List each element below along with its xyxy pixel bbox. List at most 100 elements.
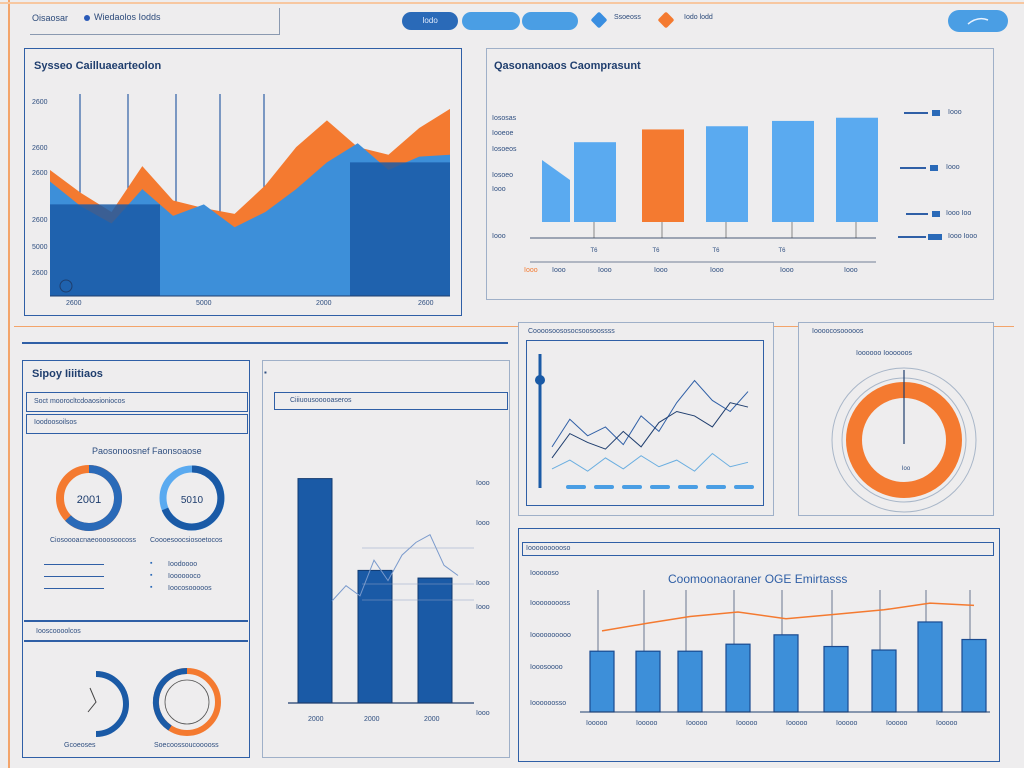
legend-label-1: Iooo — [948, 109, 962, 116]
line-chart-panel — [526, 340, 764, 506]
emissions-x-tick-4: Iooooo — [736, 720, 758, 727]
bar-1 — [574, 142, 616, 222]
summary-section-rule — [24, 620, 248, 622]
gauge-chart: Ioo — [831, 367, 977, 513]
center-panel-header — [274, 392, 508, 410]
donut-1: 2001 — [56, 465, 122, 531]
area-y-tick-3: 2600 — [32, 170, 48, 177]
center-x-tick-3: 2000 — [424, 716, 440, 723]
search-button[interactable] — [948, 10, 1008, 32]
half-donut — [87, 671, 129, 737]
search-icon — [967, 17, 989, 25]
summary-row-2[interactable] — [26, 414, 248, 434]
donut-2-caption: Coooesoocsiosoetocos — [150, 537, 223, 544]
line-series-1 — [551, 379, 749, 448]
bar-2 — [642, 129, 684, 222]
top-button-2[interactable] — [462, 12, 520, 30]
top-button-3[interactable] — [522, 12, 578, 30]
summary-section-rule-2 — [24, 640, 248, 642]
emissions-x-tick-7: Iooooo — [886, 720, 908, 727]
center-bar-3 — [417, 577, 453, 704]
legend-line-1 — [904, 112, 928, 114]
legend-line-2 — [900, 167, 926, 169]
emissions-bar-2 — [635, 650, 661, 713]
emissions-y-tick-3: Ioooooooooo — [530, 632, 571, 639]
line-scrubber-4 — [650, 485, 670, 489]
summary-row-2-label: Ioodoosoilsos — [34, 419, 77, 426]
bar-x-label-5: Iooo — [710, 267, 724, 274]
emissions-x-tick-3: Iooooo — [686, 720, 708, 727]
area-y-tick-1: 2600 — [32, 99, 48, 106]
donut-1-caption: Ciosoooacnaeoooosoocoss — [50, 537, 137, 544]
bar-x-tick-2: T6 — [652, 248, 660, 254]
emissions-x-tick-8: Iooooo — [936, 720, 958, 727]
emissions-y-tick-4: Iooosoooo — [530, 664, 563, 671]
list-item-2: Iooooooco — [168, 573, 201, 580]
center-y-tick-2: Iooo — [476, 520, 490, 527]
comparison-bar-chart: T6 T6 T6 T6 — [530, 117, 878, 263]
center-panel-marker: ▪ — [264, 368, 267, 377]
bar-x-label-2: Iooo — [552, 267, 566, 274]
legend-line-4 — [898, 236, 926, 238]
center-bar-2 — [357, 569, 393, 704]
bar-x-label-3: Iooo — [598, 267, 612, 274]
center-y-tick-5: Iooo — [476, 710, 490, 717]
bar-y-tick-5: Iooo — [492, 186, 506, 193]
line-series-2 — [551, 402, 749, 459]
tag-icon-blue — [590, 11, 608, 29]
area-y-tick-2: 2600 — [32, 145, 48, 152]
tag-icon-orange — [657, 11, 675, 29]
emissions-x-tick-1: Iooooo — [586, 720, 608, 727]
center-bar-1 — [297, 478, 333, 704]
summary-title: Sipoy Iiiitiaos — [32, 368, 103, 380]
emissions-y-tick-5: Ioooooosso — [530, 700, 567, 707]
bar-x-label-4: Iooo — [654, 267, 668, 274]
area-y-tick-6: 2600 — [32, 270, 48, 277]
legend-label-4: Iooo Iooo — [948, 233, 978, 240]
donut-group-title: Paosonoosnef Faonsoaose — [92, 446, 202, 456]
emissions-bar-8 — [917, 621, 943, 713]
line-scrubber-7 — [734, 485, 754, 489]
bar-x-tick-4: T6 — [778, 248, 786, 254]
area-y-tick-4: 2600 — [32, 217, 48, 224]
emissions-y-tick-2: Iooooooooss — [530, 600, 571, 607]
gauge-value-label: Ioo — [902, 466, 911, 472]
caption-4: Soecoossoucooooss — [154, 742, 219, 749]
emissions-x-tick-6: Iooooo — [836, 720, 858, 727]
top-button-1[interactable]: Iodo — [402, 12, 458, 30]
center-bar-chart — [288, 478, 474, 704]
legend-swatch-1 — [932, 110, 940, 116]
summary-top-rule — [22, 342, 508, 344]
center-x-tick-2: 2000 — [364, 716, 380, 723]
top-edge-accent — [0, 2, 1024, 4]
list-bullet-2: ▪ — [150, 572, 153, 579]
legend-swatch-4 — [928, 234, 942, 240]
area-band-right — [350, 162, 450, 296]
summary-row-1[interactable] — [26, 392, 248, 412]
bar-x-label-6: Iooo — [780, 267, 794, 274]
section-divider — [14, 326, 1014, 327]
bar-y-tick-4: Iosoeo — [492, 172, 514, 179]
center-y-tick-4: Iooo — [476, 604, 490, 611]
nav-divider — [279, 8, 280, 34]
center-trend-line — [331, 534, 459, 602]
gauge-outer-ring — [831, 367, 977, 513]
nav-label[interactable]: Wiedaolos Iodds — [94, 12, 161, 22]
nav-dot-icon — [84, 15, 90, 21]
emissions-title: Coomoonaoraner OGE Emirtasss — [668, 572, 848, 586]
list-bullet-3: ▪ — [150, 584, 153, 591]
center-panel-title: Ciiiuousooooaseros — [290, 397, 352, 404]
bar-y-tick-1: Iososas — [492, 115, 517, 122]
bar-4 — [772, 120, 814, 222]
emissions-y-tick-1: Ioooooso — [530, 570, 559, 577]
line-series-3 — [551, 452, 749, 472]
half-donut-arc — [95, 671, 129, 737]
donut-3-arc — [152, 667, 188, 731]
tag-label-1[interactable]: Ssoeoss — [614, 14, 641, 21]
emissions-bar-5 — [773, 634, 799, 713]
emissions-x-tick-2: Iooooo — [636, 720, 658, 727]
donut-1-arc — [65, 465, 122, 531]
area-x-tick-4: 2600 — [418, 300, 434, 307]
center-y-tick-1: Iooo — [476, 480, 490, 487]
tag-label-2[interactable]: Iodo lodd — [684, 14, 713, 21]
